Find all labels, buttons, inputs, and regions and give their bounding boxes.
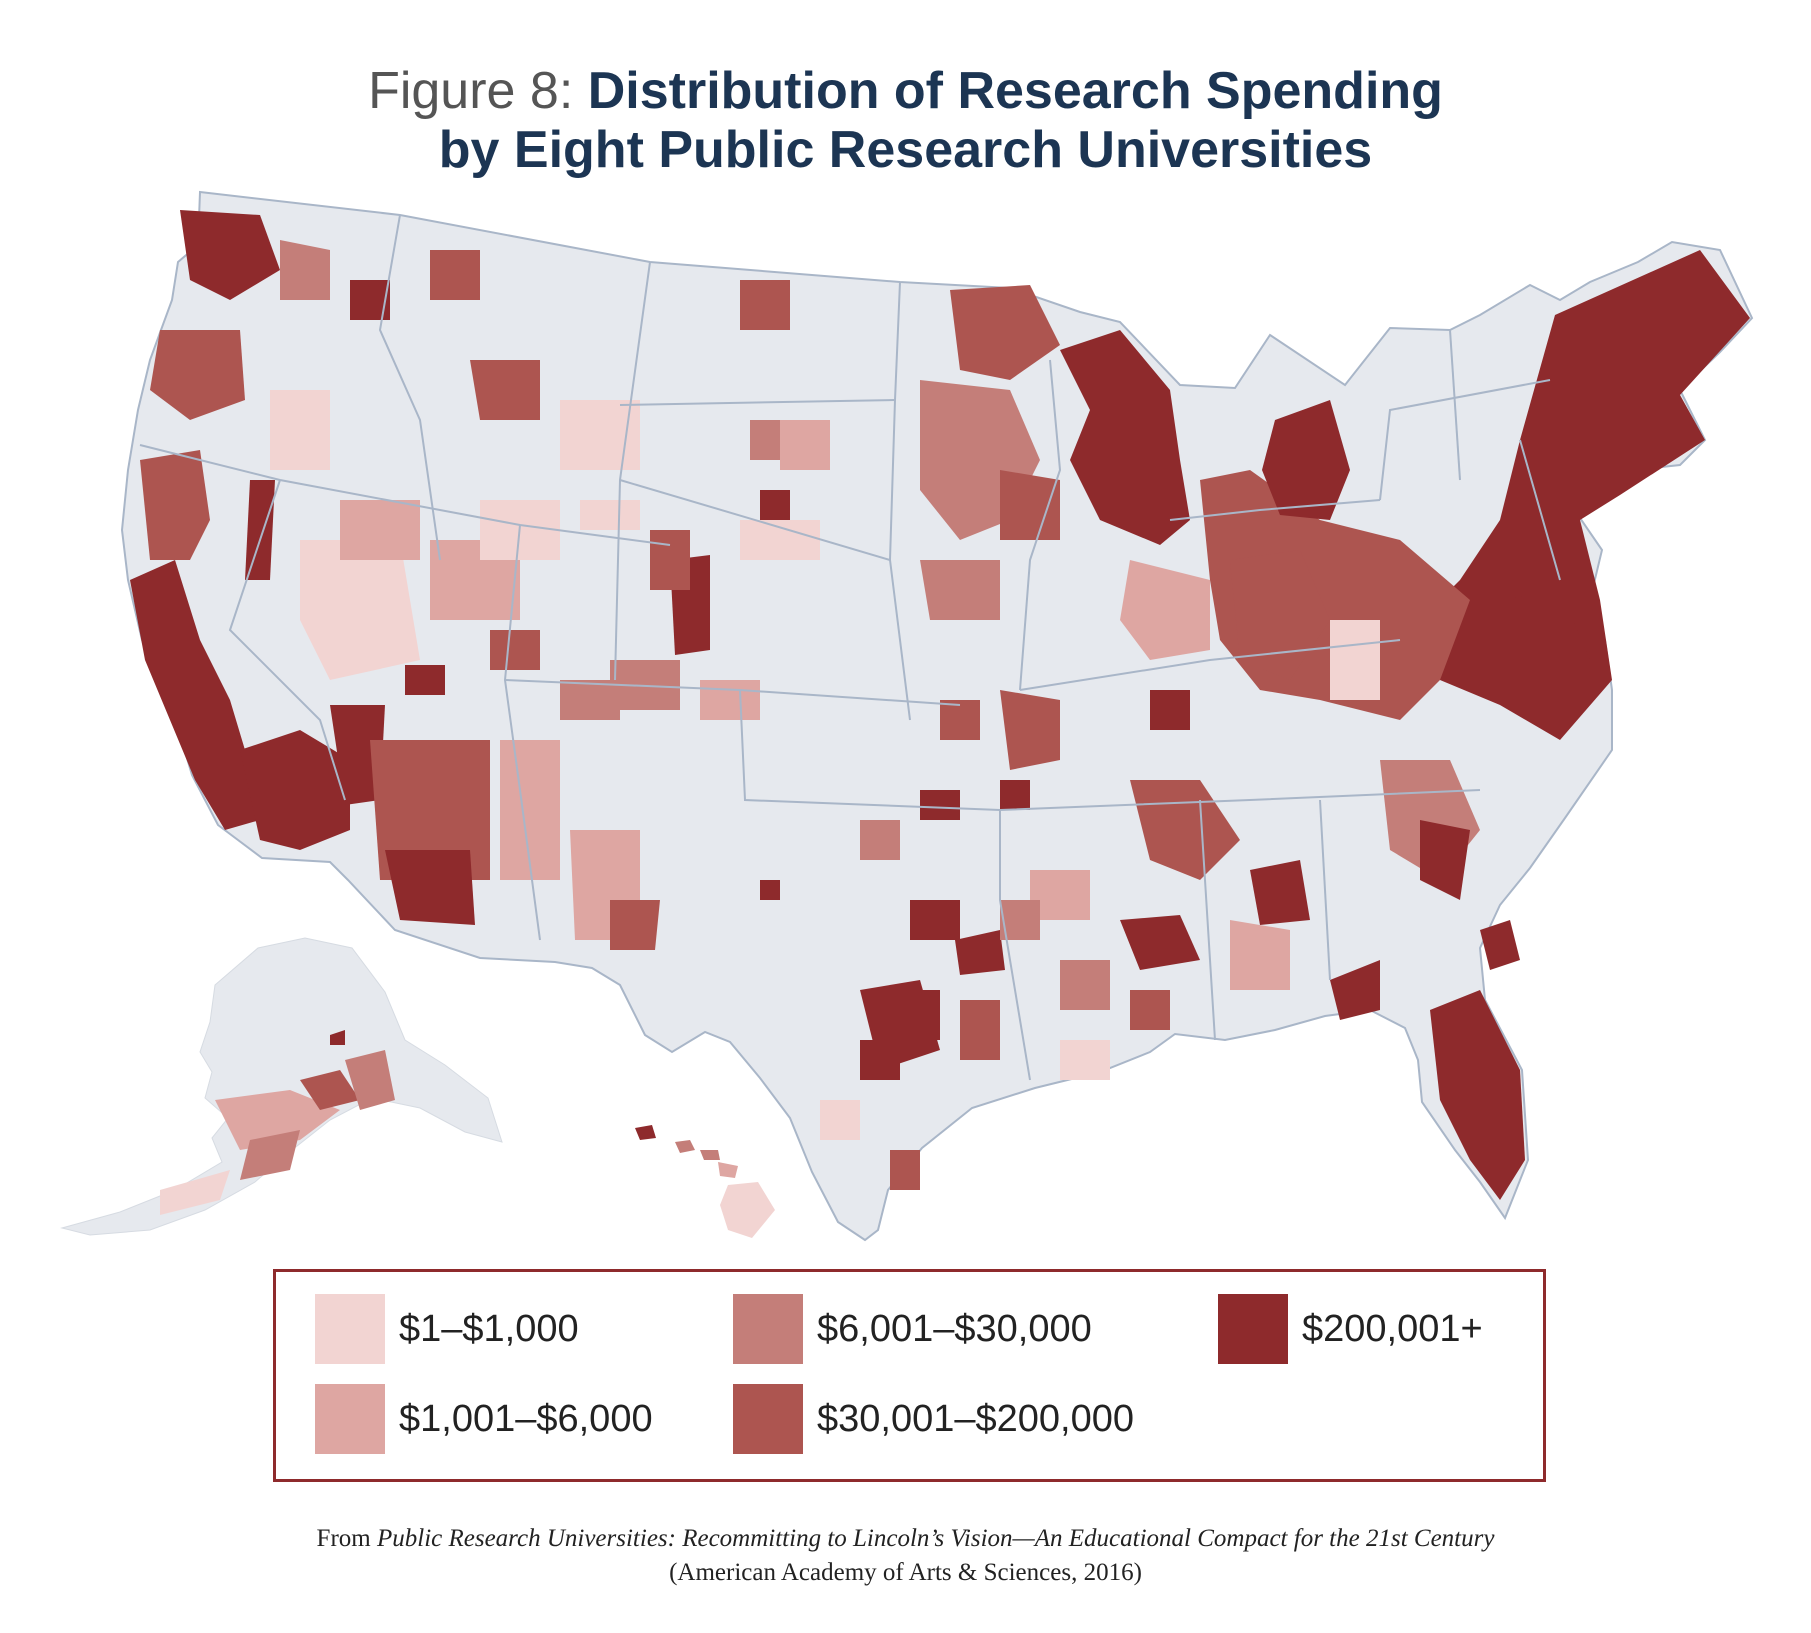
state-borders <box>139 214 1561 1081</box>
source-line-2: (American Academy of Arts & Sciences, 20… <box>669 1558 1142 1586</box>
legend-item-4: $30,001–$200,000 <box>733 1384 1134 1454</box>
legend-item-1: $1–$1,000 <box>315 1294 579 1364</box>
legend-label-5: $200,001+ <box>1302 1307 1483 1350</box>
legend-item-3: $6,001–$30,000 <box>733 1294 1092 1364</box>
legend-swatch-1 <box>315 1294 385 1364</box>
legend: $1–$1,000 $1,001–$6,000 $6,001–$30,000 $… <box>273 1269 1546 1482</box>
legend-swatch-3 <box>733 1294 803 1364</box>
source-citation: From Public Research Universities: Recom… <box>0 1522 1811 1590</box>
source-prefix: From <box>316 1525 371 1552</box>
alaska-outline <box>60 937 503 1236</box>
shaded-regions <box>130 210 1750 1200</box>
legend-label-4: $30,001–$200,000 <box>817 1397 1134 1440</box>
alaska-shaded-regions <box>160 1030 395 1215</box>
legend-swatch-5 <box>1218 1294 1288 1364</box>
source-line-1: From Public Research Universities: Recom… <box>0 1522 1811 1556</box>
legend-item-5: $200,001+ <box>1218 1294 1483 1364</box>
legend-label-2: $1,001–$6,000 <box>399 1397 653 1440</box>
title-line-1: Figure 8: Distribution of Research Spend… <box>0 62 1811 121</box>
legend-swatch-4 <box>733 1384 803 1454</box>
hawaii-islands <box>635 1125 775 1238</box>
title-prefix: Figure 8: <box>368 62 574 120</box>
legend-label-1: $1–$1,000 <box>399 1307 579 1350</box>
legend-item-2: $1,001–$6,000 <box>315 1384 653 1454</box>
source-title: Public Research Universities: Recommitti… <box>376 1525 1495 1552</box>
title-line-2: by Eight Public Research Universities <box>438 120 1373 179</box>
legend-label-3: $6,001–$30,000 <box>817 1307 1092 1350</box>
legend-swatch-2 <box>315 1384 385 1454</box>
figure-title: Figure 8: Distribution of Research Spend… <box>0 62 1811 180</box>
title-main-1: Distribution of Research Spending <box>587 62 1443 120</box>
